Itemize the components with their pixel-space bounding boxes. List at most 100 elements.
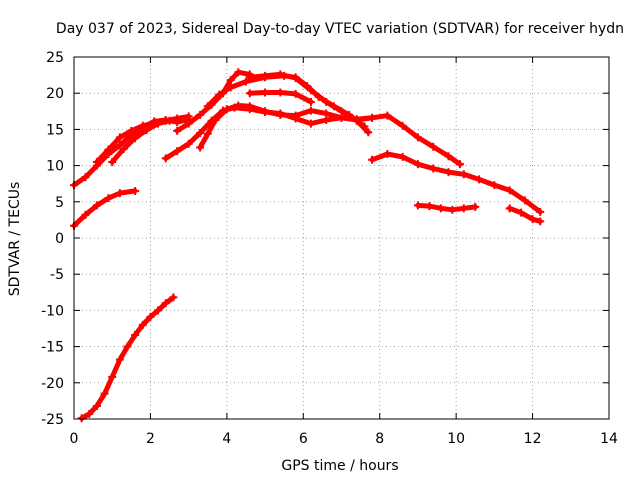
- data-point: [173, 147, 182, 156]
- data-point: [459, 204, 468, 213]
- data-series: [70, 68, 545, 423]
- data-point: [413, 133, 422, 142]
- data-point: [368, 113, 377, 122]
- y-tick-label: -10: [41, 303, 64, 319]
- data-point: [425, 202, 434, 211]
- data-point: [413, 201, 422, 210]
- data-point: [184, 139, 193, 148]
- data-point: [184, 112, 193, 121]
- data-point: [475, 175, 484, 184]
- data-point: [364, 128, 373, 137]
- data-point: [161, 299, 170, 308]
- data-point: [505, 186, 514, 195]
- data-point: [108, 373, 117, 382]
- data-point: [77, 414, 86, 423]
- data-point: [261, 88, 270, 97]
- x-tick-label: 2: [146, 431, 155, 447]
- data-point: [413, 160, 422, 169]
- data-point: [215, 90, 224, 99]
- data-point: [146, 312, 155, 321]
- data-point: [517, 208, 526, 217]
- x-tick-label: 10: [447, 431, 465, 447]
- data-point: [455, 160, 464, 169]
- data-point: [81, 173, 90, 182]
- data-point: [536, 207, 545, 216]
- y-axis-label: SDTVAR / TECUs: [7, 182, 23, 297]
- data-point: [306, 97, 315, 106]
- data-point: [398, 121, 407, 130]
- data-point: [92, 157, 101, 166]
- data-point: [368, 155, 377, 164]
- data-point: [138, 121, 147, 130]
- data-point: [291, 73, 300, 82]
- data-point: [119, 144, 128, 153]
- data-point: [173, 126, 182, 135]
- data-point: [245, 73, 254, 82]
- data-point: [142, 126, 151, 135]
- data-point: [448, 205, 457, 214]
- data-point: [108, 157, 117, 166]
- x-tick-label: 0: [70, 431, 79, 447]
- y-tick-label: 0: [55, 231, 64, 247]
- data-point: [261, 71, 270, 80]
- data-point: [184, 119, 193, 128]
- data-point: [520, 196, 529, 205]
- x-tick-label: 14: [600, 431, 618, 447]
- y-tick-label: 5: [55, 195, 64, 211]
- data-point: [536, 217, 545, 226]
- data-point: [352, 115, 361, 124]
- data-point: [226, 76, 235, 85]
- data-point: [436, 204, 445, 213]
- data-point: [154, 119, 163, 128]
- y-tick-label: 20: [46, 86, 64, 102]
- data-point: [429, 142, 438, 151]
- data-point: [131, 331, 140, 340]
- data-point: [444, 152, 453, 161]
- data-point: [322, 109, 331, 118]
- data-point: [398, 152, 407, 161]
- data-point: [131, 134, 140, 143]
- data-point: [115, 133, 124, 142]
- data-point: [211, 115, 220, 124]
- series-line-arc-negative: [79, 294, 176, 421]
- series-line-arc-tail-c: [507, 205, 543, 224]
- data-point: [505, 204, 514, 213]
- x-axis-label: GPS time / hours: [281, 458, 398, 474]
- data-point: [81, 210, 90, 219]
- data-point: [92, 201, 101, 210]
- data-point: [173, 114, 182, 123]
- data-point: [123, 342, 132, 351]
- data-point: [196, 143, 205, 152]
- y-tick-label: -15: [41, 340, 64, 356]
- x-tick-label: 6: [299, 431, 308, 447]
- y-tick-label: 15: [46, 122, 64, 138]
- data-point: [291, 89, 300, 98]
- data-point: [291, 111, 300, 120]
- axis-ticks: 0 2 4 6 8 10 12 14 25 20 15 10 5 0 -5 -10 -15 -20 -25: [41, 50, 618, 447]
- data-point: [104, 145, 113, 154]
- data-point: [138, 320, 147, 329]
- data-point: [276, 88, 285, 97]
- data-point: [100, 389, 109, 398]
- data-point: [306, 106, 315, 115]
- y-tick-label: 10: [46, 159, 64, 175]
- chart-title: Day 037 of 2023, Sidereal Day-to-day VTE…: [56, 21, 624, 37]
- data-point: [226, 83, 235, 92]
- y-tick-label: -5: [50, 267, 64, 283]
- data-point: [104, 194, 113, 203]
- data-point: [234, 68, 243, 77]
- data-point: [115, 189, 124, 198]
- data-point: [276, 70, 285, 79]
- y-tick-label: -20: [41, 376, 64, 392]
- data-point: [85, 409, 94, 418]
- data-point: [490, 181, 499, 190]
- data-point: [444, 168, 453, 177]
- data-point: [203, 102, 212, 111]
- data-point: [383, 111, 392, 120]
- data-point: [222, 105, 231, 114]
- x-tick-label: 4: [222, 431, 231, 447]
- data-point: [203, 129, 212, 138]
- data-point: [337, 113, 346, 122]
